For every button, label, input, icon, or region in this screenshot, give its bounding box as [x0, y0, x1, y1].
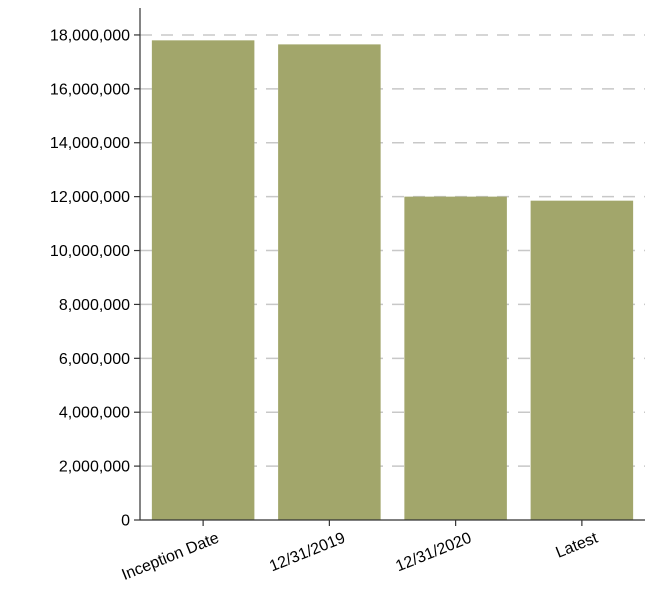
y-tick-label: 10,000,000 — [50, 243, 130, 260]
x-axis-ticks: Inception Date 12/31/2019 12/31/2020 Latest — [119, 520, 601, 584]
bar — [404, 196, 507, 520]
x-tick-label: Latest — [553, 529, 600, 561]
bar — [278, 44, 381, 521]
y-tick-label: 4,000,000 — [59, 405, 130, 422]
y-tick-label: 12,000,000 — [50, 189, 130, 206]
bar — [530, 200, 634, 520]
x-tick-label: Inception Date — [119, 530, 221, 584]
y-tick-label: 16,000,000 — [50, 81, 130, 98]
x-tick-label: 12/31/2020 — [393, 530, 474, 576]
y-tick-label: 2,000,000 — [59, 459, 130, 476]
y-tick-label: 14,000,000 — [50, 135, 130, 152]
y-tick-label: 8,000,000 — [59, 297, 130, 314]
bar — [151, 40, 255, 520]
x-tick-label: 12/31/2019 — [267, 530, 348, 576]
y-tick-label: 18,000,000 — [50, 27, 130, 44]
bars — [151, 40, 634, 521]
axes — [139, 8, 645, 521]
y-tick-label: 6,000,000 — [59, 351, 130, 368]
y-tick-label: 0 — [121, 513, 130, 530]
y-axis-ticks: 0 2,000,000 4,000,000 6,000,000 8,000,000 10,… — [50, 27, 140, 530]
